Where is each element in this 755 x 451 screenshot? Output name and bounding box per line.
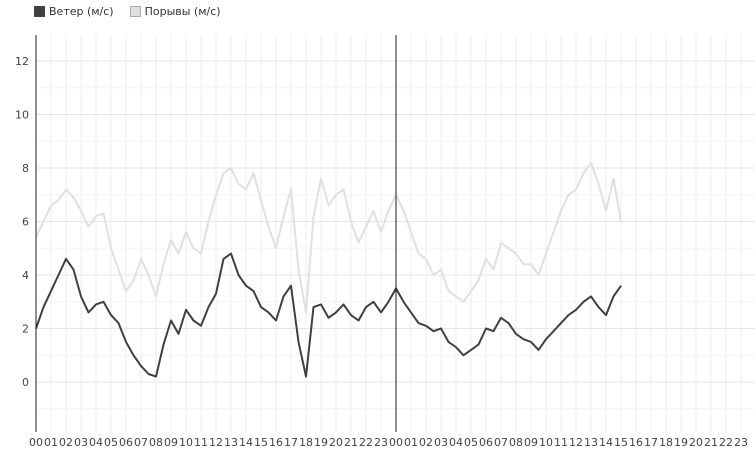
x-tick-label: 17 xyxy=(644,436,658,449)
x-tick-label: 05 xyxy=(464,436,478,449)
series-line-wind xyxy=(35,252,622,378)
axes xyxy=(35,35,397,432)
x-tick-label: 19 xyxy=(674,436,688,449)
x-tick-label: 18 xyxy=(659,436,673,449)
x-tick-label: 20 xyxy=(689,436,703,449)
x-tick-label: 23 xyxy=(374,436,388,449)
x-tick-label: 00 xyxy=(29,436,43,449)
x-tick-label: 02 xyxy=(419,436,433,449)
x-tick-label: 12 xyxy=(569,436,583,449)
x-tick-label: 15 xyxy=(254,436,268,449)
y-tick-label: 10 xyxy=(15,109,29,122)
y-tick-label: 8 xyxy=(22,162,29,175)
x-tick-label: 14 xyxy=(599,436,613,449)
x-tick-label: 00 xyxy=(389,436,403,449)
x-tick-label: 14 xyxy=(239,436,253,449)
x-tick-label: 07 xyxy=(134,436,148,449)
x-tick-label: 10 xyxy=(539,436,553,449)
x-tick-label: 01 xyxy=(404,436,418,449)
x-tick-label: 18 xyxy=(299,436,313,449)
legend-item-wind[interactable]: Ветер (м/с) xyxy=(34,5,114,18)
legend-item-gusts[interactable]: Порывы (м/с) xyxy=(129,4,221,18)
x-tick-label: 13 xyxy=(584,436,598,449)
x-tick-label: 10 xyxy=(179,436,193,449)
y-tick-label: 12 xyxy=(15,55,29,68)
x-tick-label: 13 xyxy=(224,436,238,449)
series-layer xyxy=(35,161,622,378)
x-tick-label: 04 xyxy=(449,436,463,449)
x-tick-label: 06 xyxy=(119,436,133,449)
x-tick-label: 01 xyxy=(44,436,58,449)
x-tick-label: 08 xyxy=(509,436,523,449)
legend-swatch-wind xyxy=(34,5,45,17)
legend-swatch-gusts xyxy=(129,5,141,17)
x-tick-label: 19 xyxy=(314,436,328,449)
x-tick-label: 02 xyxy=(59,436,73,449)
x-tick-label: 06 xyxy=(479,436,493,449)
x-tick-label: 11 xyxy=(194,436,208,449)
x-tick-label: 07 xyxy=(494,436,508,449)
legend: Ветер (м/с) Порывы (м/с) xyxy=(34,3,237,19)
x-tick-label: 16 xyxy=(629,436,643,449)
x-tick-label: 23 xyxy=(734,436,748,449)
y-tick-label: 0 xyxy=(22,376,29,389)
x-tick-label: 03 xyxy=(74,436,88,449)
x-tick-label: 16 xyxy=(269,436,283,449)
x-tick-label: 09 xyxy=(164,436,178,449)
x-tick-label: 22 xyxy=(359,436,373,449)
x-tick-label: 03 xyxy=(434,436,448,449)
x-tick-label: 09 xyxy=(524,436,538,449)
x-tick-label: 17 xyxy=(284,436,298,449)
x-tick-label: 21 xyxy=(344,436,358,449)
y-tick-label: 2 xyxy=(22,323,29,336)
x-tick-label: 08 xyxy=(149,436,163,449)
legend-label-gusts: Порывы (м/с) xyxy=(144,4,221,18)
x-tick-label: 15 xyxy=(614,436,628,449)
y-tick-label: 6 xyxy=(22,216,29,229)
x-tick-label: 21 xyxy=(704,436,718,449)
x-tick-label: 12 xyxy=(209,436,223,449)
x-tick-label: 11 xyxy=(554,436,568,449)
series-line-gusts xyxy=(35,161,622,314)
x-tick-label: 04 xyxy=(89,436,103,449)
x-tick-label: 20 xyxy=(329,436,343,449)
legend-label-wind: Ветер (м/с) xyxy=(49,4,114,18)
x-tick-label: 05 xyxy=(104,436,118,449)
y-tick-label: 4 xyxy=(22,269,29,282)
x-tick-label: 22 xyxy=(719,436,733,449)
